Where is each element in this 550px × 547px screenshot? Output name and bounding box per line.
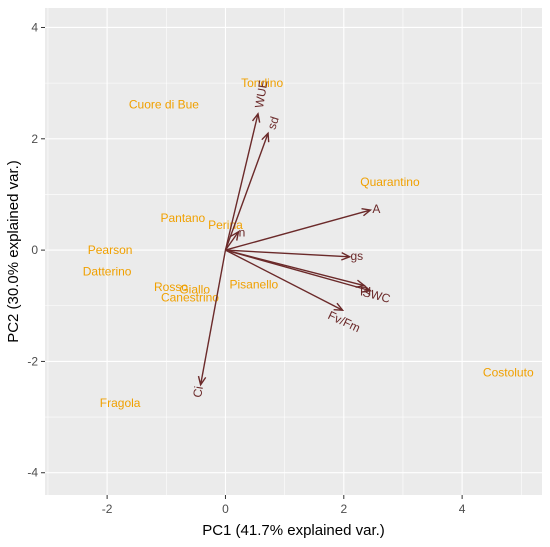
x-tick-label: -2	[102, 502, 113, 516]
observation-label: Quarantino	[360, 175, 420, 189]
x-axis-title: PC1 (41.7% explained var.)	[202, 522, 385, 539]
observation-label: Costoluto	[483, 366, 534, 380]
observation-label: Giallo	[179, 283, 210, 297]
observation-label: Canestrino	[161, 290, 219, 304]
variable-arrowhead	[333, 302, 345, 312]
x-tick-label: 0	[222, 502, 229, 516]
observation-label: Datterino	[83, 264, 132, 278]
variable-label: sd	[265, 115, 282, 131]
observation-label: Pearson	[88, 243, 133, 257]
minor-gridlines	[45, 8, 542, 495]
variable-arrow	[225, 249, 350, 258]
observation-label: Cuore di Bue	[129, 97, 199, 111]
observation-label: Pisanello	[230, 278, 279, 292]
y-tick-label: -4	[27, 466, 38, 480]
variable-arrow	[224, 132, 269, 251]
variable-arrow	[225, 249, 343, 311]
y-tick-label: 2	[31, 132, 38, 146]
observation-label: Tondino	[241, 76, 283, 90]
axis-ticks	[41, 26, 463, 499]
x-tick-label: 2	[340, 502, 347, 516]
variable-arrowhead	[341, 252, 352, 261]
variable-arrowhead	[261, 131, 270, 143]
observation-label: Pantano	[160, 211, 205, 225]
variable-label: A	[372, 202, 380, 216]
observation-labels: Tondino Cuore di Bue Quarantino PantanoPeri…	[83, 76, 534, 410]
observation-label: Rosso	[154, 280, 188, 294]
variable-arrow	[225, 249, 371, 292]
variable-arrow	[224, 231, 240, 251]
plot-panel	[45, 8, 542, 495]
observation-label: Fragola	[100, 396, 141, 410]
y-tick-label: -2	[27, 354, 38, 368]
variable-label: n	[239, 226, 246, 240]
observation-label: Perina	[208, 218, 243, 232]
variable-arrow	[224, 113, 259, 251]
y-axis-title: PC2 (30.0% explained var.)	[5, 160, 22, 343]
variable-label: WUE	[252, 79, 271, 109]
y-tick-label: 4	[31, 20, 38, 34]
y-tick-label: 0	[31, 243, 38, 257]
variable-label: gs	[350, 249, 363, 263]
axis-tick-labels: -2 0 2 4 -4 -2 0 2 4	[27, 20, 465, 516]
variable-arrowhead	[197, 375, 207, 387]
variable-arrowhead	[230, 230, 240, 241]
x-tick-label: 4	[459, 502, 466, 516]
variable-label: Ci	[190, 385, 206, 399]
variable-arrowhead	[361, 207, 373, 217]
variable-arrow	[225, 209, 371, 251]
variable-arrowhead	[251, 112, 261, 123]
variable-arrowhead	[361, 284, 373, 293]
variable-arrow	[199, 249, 227, 385]
